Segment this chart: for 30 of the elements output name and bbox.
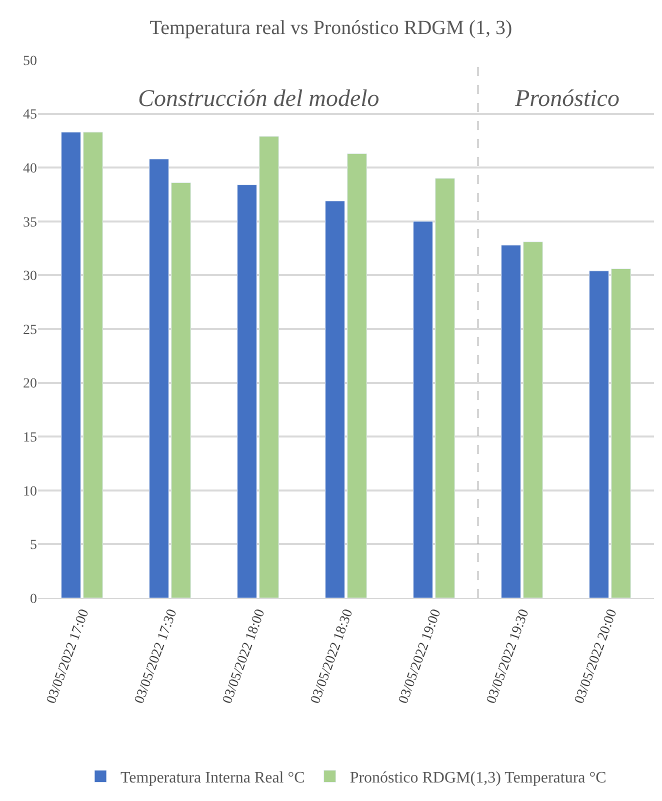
- bar: [83, 132, 103, 598]
- annotation: Pronóstico: [514, 86, 620, 112]
- y-tick-label: 10: [23, 484, 37, 500]
- bar: [61, 132, 81, 598]
- y-tick-label: 50: [23, 54, 37, 69]
- y-tick-label: 5: [30, 538, 37, 554]
- bar: [413, 221, 433, 598]
- y-tick-label: 35: [23, 215, 37, 230]
- bar: [347, 153, 367, 598]
- legend-label: Temperatura Interna Real °C: [120, 770, 305, 787]
- bar: [589, 270, 609, 598]
- y-tick-label: 45: [23, 108, 37, 123]
- y-tick-label: 40: [23, 162, 37, 176]
- annotation: Construcción del modelo: [138, 86, 380, 112]
- y-tick-label: 20: [23, 376, 37, 392]
- bar: [171, 182, 191, 598]
- legend-label: Pronóstico RDGM(1,3) Temperatura °C: [350, 770, 606, 787]
- bar: [325, 200, 345, 598]
- chart-title: Temperatura real vs Pronóstico RDGM (1, 3): [150, 17, 512, 40]
- y-tick-label: 15: [23, 430, 37, 446]
- y-tick-label: 30: [23, 269, 37, 284]
- bar: [435, 178, 455, 598]
- y-tick-label: 0: [30, 592, 37, 607]
- bar: [523, 242, 543, 598]
- bar: [501, 244, 521, 598]
- bar: [259, 136, 279, 598]
- bar: [237, 184, 257, 598]
- y-tick-label: 25: [23, 322, 37, 338]
- bar: [611, 268, 631, 598]
- bar: [149, 158, 169, 598]
